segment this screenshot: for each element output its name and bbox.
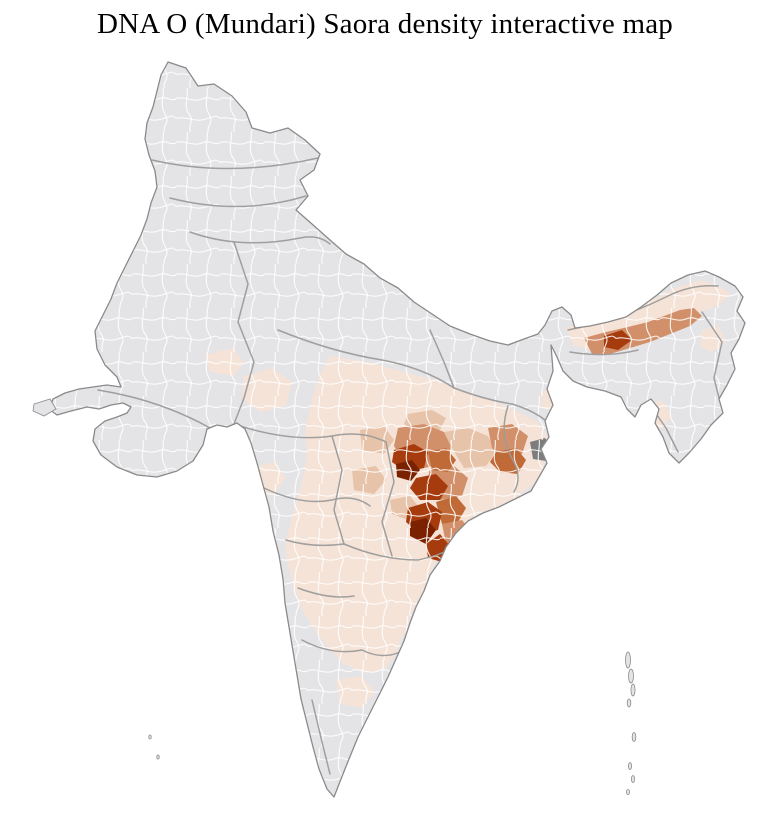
state-border-line: [263, 487, 371, 507]
island[interactable]: [631, 732, 637, 742]
island[interactable]: [626, 789, 630, 795]
island[interactable]: [156, 754, 160, 760]
state-border-line: [311, 699, 331, 775]
state-border-line: [97, 389, 211, 429]
state-border-line: [301, 639, 401, 657]
state-border-line: [285, 539, 345, 547]
state-border-line: [331, 435, 345, 545]
district-borders-mesh: [49, 62, 745, 797]
state-border-line: [277, 329, 455, 389]
island[interactable]: [630, 683, 636, 697]
state-border-line: [169, 195, 307, 208]
state-border-line: [569, 349, 639, 356]
state-border-line: [343, 543, 445, 561]
state-border-line: [233, 241, 255, 425]
island[interactable]: [628, 668, 634, 684]
state-border-line: [381, 441, 395, 557]
island[interactable]: [625, 651, 631, 669]
state-border-line: [453, 387, 546, 421]
state-border-line: [189, 231, 331, 245]
state-borders: [97, 157, 723, 775]
island[interactable]: [626, 698, 632, 708]
page-title: DNA O (Mundari) Saora density interactiv…: [97, 8, 673, 40]
island[interactable]: [631, 775, 636, 783]
state-border-line: [297, 587, 355, 598]
state-border-line: [429, 329, 455, 389]
island[interactable]: [148, 734, 152, 740]
state-border-line: [151, 157, 319, 170]
islands: [32, 398, 637, 795]
island[interactable]: [32, 398, 57, 417]
state-border-line: [701, 311, 723, 403]
state-border-line: [503, 405, 519, 493]
island[interactable]: [628, 762, 633, 770]
